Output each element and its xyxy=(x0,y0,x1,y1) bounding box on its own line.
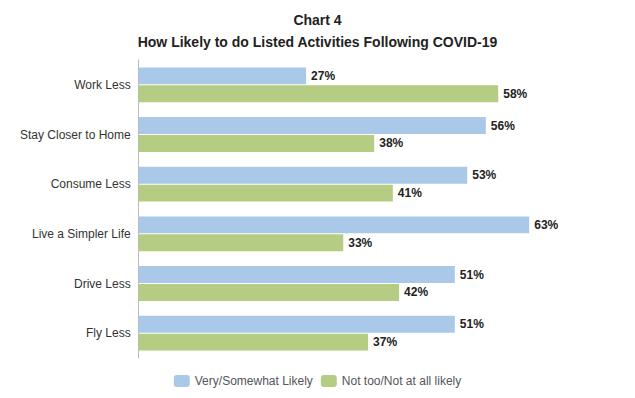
svg-text:Stay Closer to Home: Stay Closer to Home xyxy=(20,128,131,142)
svg-text:How Likely to do Listed Activi: How Likely to do Listed Activities Follo… xyxy=(138,34,498,50)
svg-text:Not too/Not at all likely: Not too/Not at all likely xyxy=(342,374,461,388)
svg-text:51%: 51% xyxy=(460,317,484,331)
svg-text:Consume Less: Consume Less xyxy=(51,177,131,191)
svg-text:27%: 27% xyxy=(311,69,335,83)
svg-text:Live a Simpler Life: Live a Simpler Life xyxy=(32,227,131,241)
svg-text:51%: 51% xyxy=(460,268,484,282)
svg-text:42%: 42% xyxy=(404,285,428,299)
svg-text:38%: 38% xyxy=(379,136,403,150)
svg-text:53%: 53% xyxy=(472,168,496,182)
svg-text:63%: 63% xyxy=(534,218,558,232)
svg-text:Work Less: Work Less xyxy=(74,78,130,92)
svg-text:Fly Less: Fly Less xyxy=(86,326,131,340)
svg-text:56%: 56% xyxy=(491,119,515,133)
svg-text:33%: 33% xyxy=(348,236,372,250)
svg-text:Chart 4: Chart 4 xyxy=(293,12,341,28)
svg-text:Very/Somewhat Likely: Very/Somewhat Likely xyxy=(195,374,313,388)
svg-text:41%: 41% xyxy=(398,186,422,200)
svg-text:58%: 58% xyxy=(503,87,527,101)
svg-text:Drive Less: Drive Less xyxy=(74,277,131,291)
svg-text:37%: 37% xyxy=(373,335,397,349)
